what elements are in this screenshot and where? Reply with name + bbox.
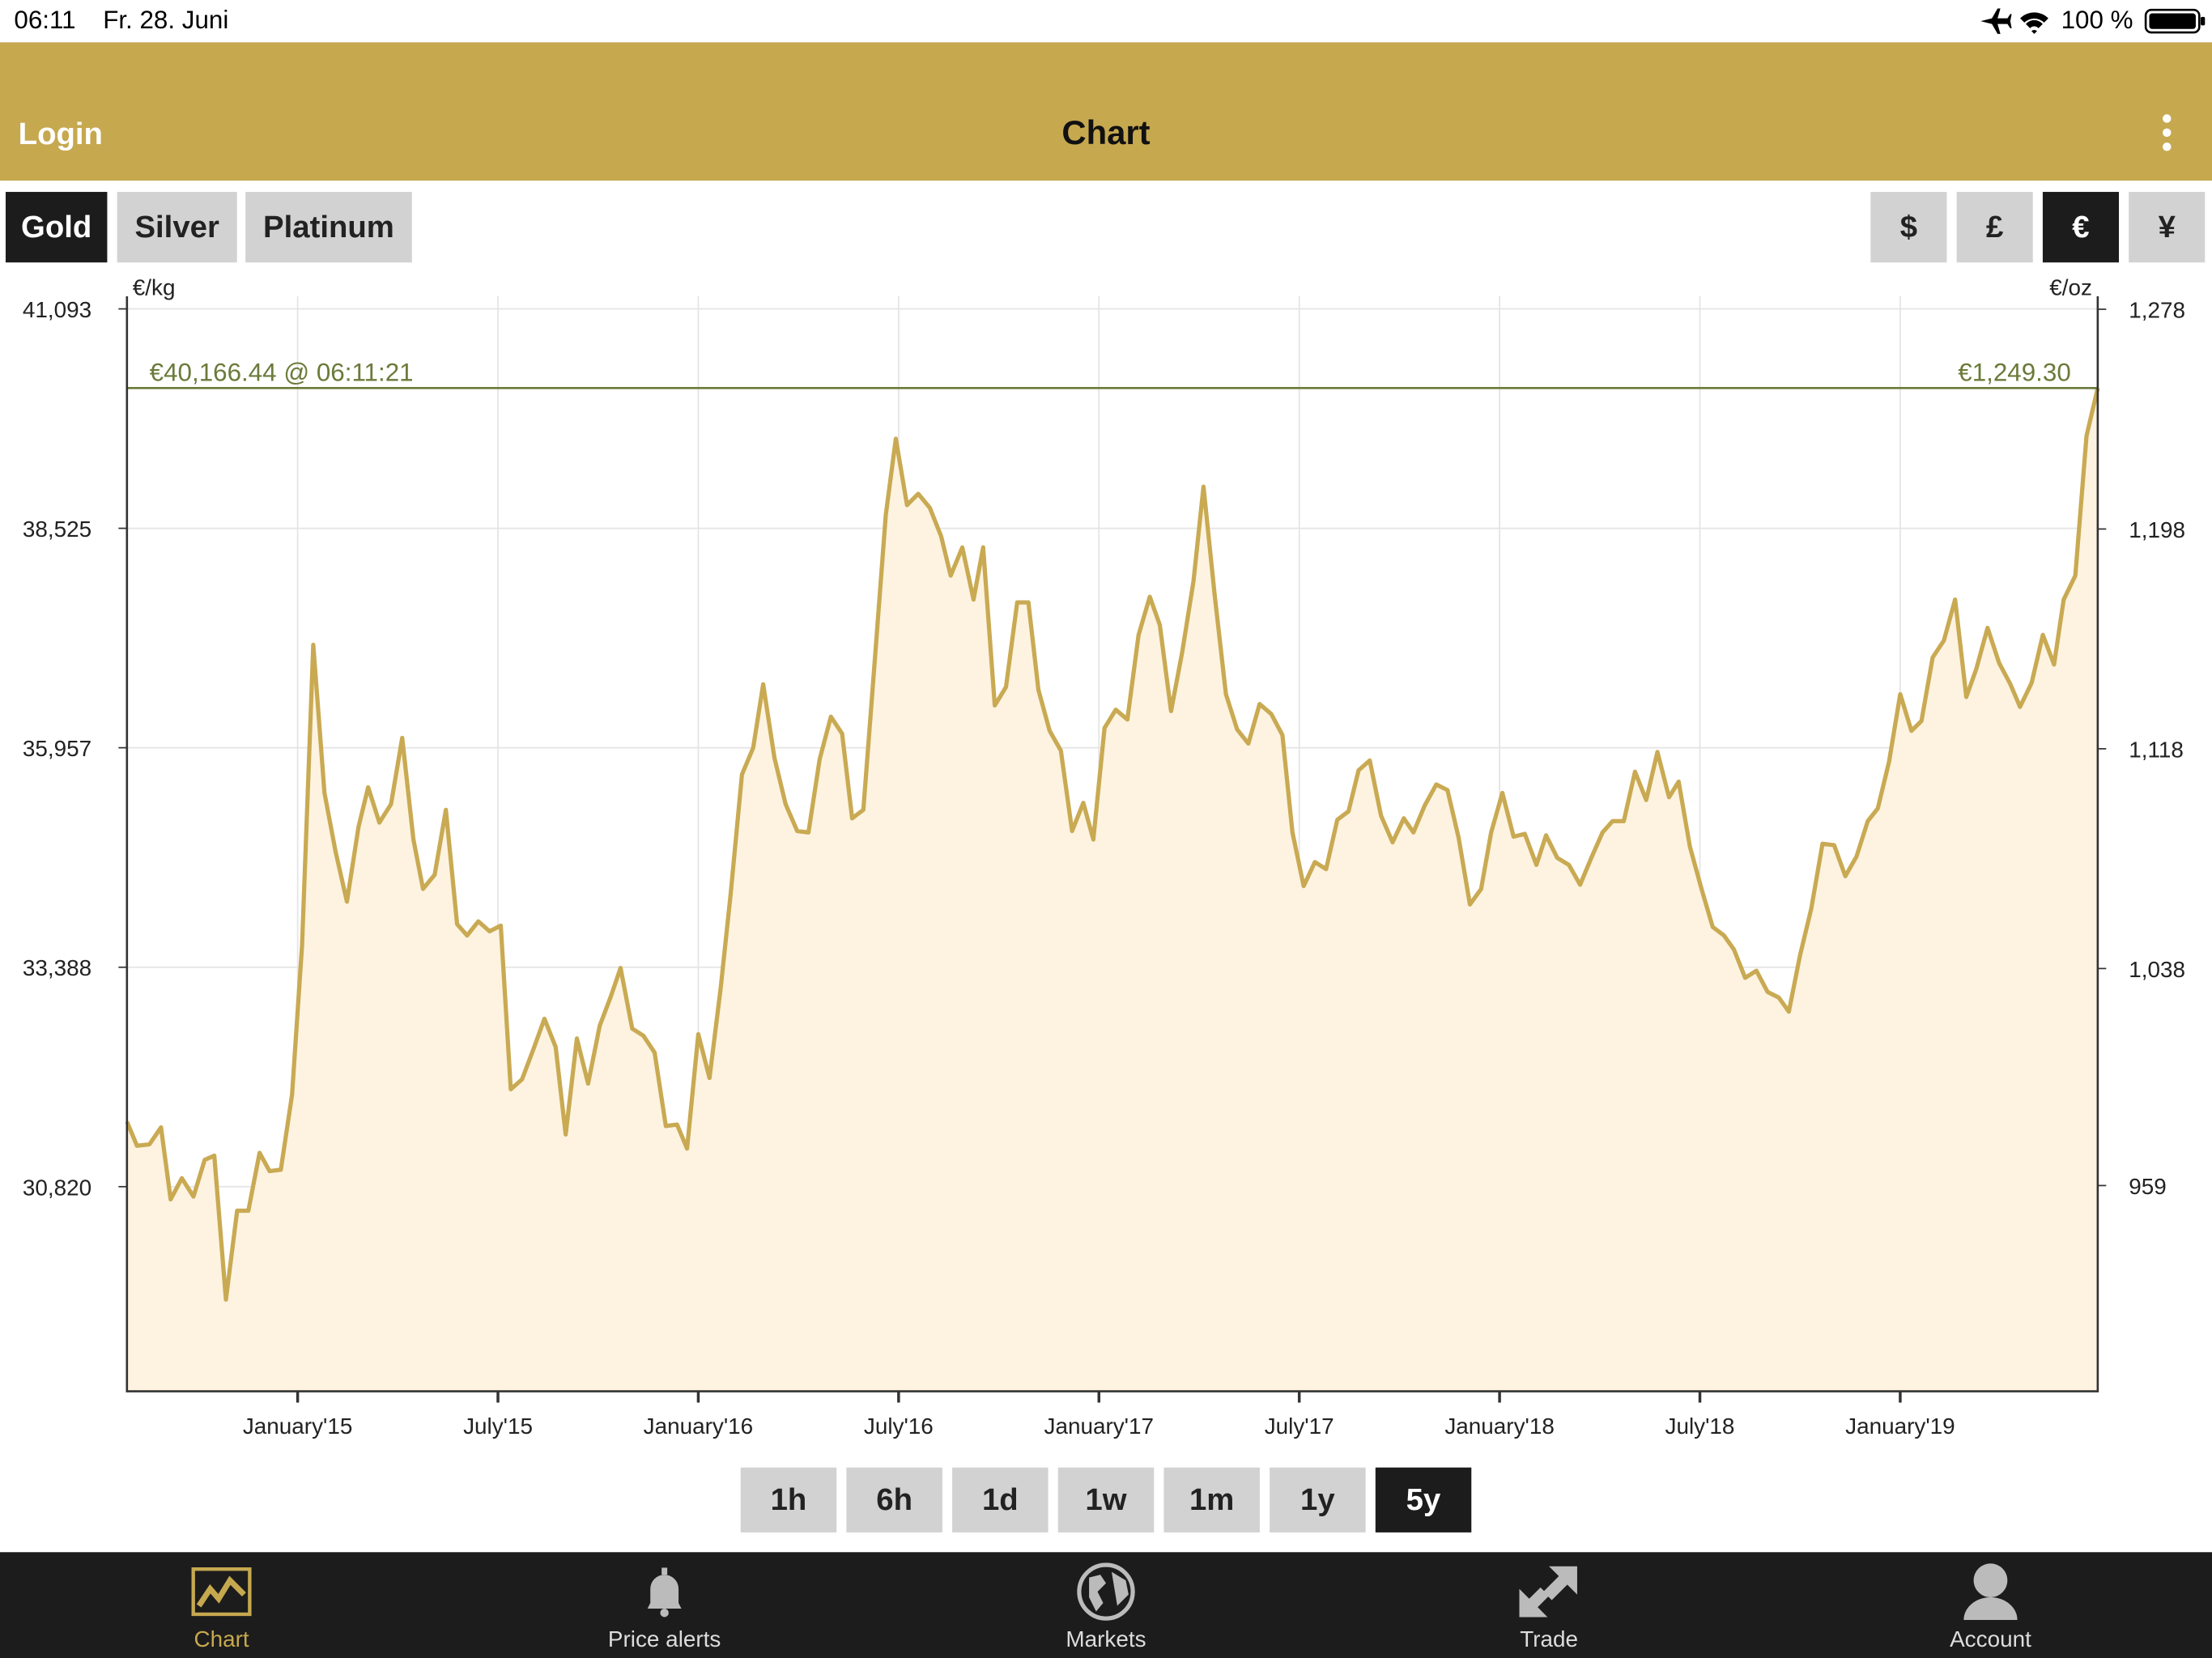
- range-button[interactable]: 5y: [1375, 1467, 1472, 1533]
- current-price-label-oz: €1,249.30: [1958, 359, 2070, 387]
- price-line: [125, 387, 2100, 1302]
- currency-tab[interactable]: ¥: [2129, 192, 2206, 263]
- range-button[interactable]: 1d: [952, 1467, 1049, 1533]
- header-title: Chart: [1061, 114, 1151, 153]
- battery-percent: 100 %: [2061, 5, 2133, 34]
- bell-icon: [647, 1567, 682, 1618]
- y-tick-label: 30,820: [23, 1175, 91, 1200]
- y-tick-label: 35,957: [23, 736, 91, 761]
- account-icon: [1963, 1563, 2018, 1620]
- currency-tab[interactable]: $: [1870, 192, 1947, 263]
- y2-axis-unit: €/oz: [2049, 274, 2092, 300]
- globe-icon: [1077, 1562, 1135, 1621]
- status-date: Fr. 28. Juni: [103, 5, 229, 34]
- x-tick-label: July'18: [1665, 1414, 1735, 1439]
- range-button[interactable]: 1h: [740, 1467, 837, 1533]
- range-button[interactable]: 1w: [1057, 1467, 1155, 1533]
- status-time: 06:11: [14, 5, 76, 34]
- y-tick-label: 41,093: [23, 297, 91, 322]
- y2-tick-label: 959: [2129, 1174, 2167, 1199]
- x-tick-label: January'17: [1044, 1414, 1154, 1439]
- metal-tab[interactable]: Platinum: [245, 192, 412, 263]
- more-menu[interactable]: [2155, 113, 2178, 155]
- y-tick-label: 38,525: [23, 517, 91, 542]
- y-tick-label: 33,388: [23, 955, 91, 980]
- y2-tick-label: 1,278: [2129, 297, 2185, 322]
- current-price-label: €40,166.44 @ 06:11:21: [150, 359, 414, 387]
- tab-label[interactable]: Markets: [1066, 1628, 1146, 1653]
- tab-label[interactable]: Account: [1950, 1628, 2031, 1653]
- y2-tick-label: 1,198: [2129, 517, 2185, 542]
- y2-tick-label: 1,038: [2129, 957, 2185, 982]
- y-axis-unit: €/kg: [133, 274, 176, 300]
- chart-icon: [191, 1567, 252, 1617]
- chart: 41,093 38,525 35,957 33,388 30,820 1,278 1,198…: [23, 274, 2185, 1439]
- status-bar: 06:11 Fr. 28. Juni 100 %: [0, 0, 2212, 43]
- axis-frame: [125, 296, 2099, 1392]
- tab-bar: [0, 1552, 2212, 1658]
- x-tick-label: January'15: [243, 1414, 352, 1439]
- tab-label[interactable]: Trade: [1520, 1628, 1578, 1653]
- range-button[interactable]: 6h: [846, 1467, 942, 1533]
- status-icons: [1980, 8, 2048, 34]
- tab-label[interactable]: Chart: [194, 1628, 249, 1653]
- currency-tab[interactable]: €: [2042, 192, 2120, 263]
- trade-icon: [1519, 1566, 1577, 1618]
- y2-tick-label: 1,118: [2129, 737, 2184, 762]
- battery-icon: [2144, 8, 2206, 34]
- tab-label[interactable]: Price alerts: [607, 1628, 721, 1653]
- range-button[interactable]: 1y: [1270, 1467, 1366, 1533]
- tab-icons: [191, 1562, 2018, 1621]
- x-tick-label: January'19: [1845, 1414, 1955, 1439]
- x-tick-label: July'17: [1265, 1414, 1334, 1439]
- x-tick-label: July'16: [864, 1414, 934, 1439]
- x-tick-label: July'15: [463, 1414, 533, 1439]
- area-fill: [126, 388, 2098, 1392]
- login-button[interactable]: Login: [18, 115, 103, 151]
- range-button[interactable]: 1m: [1163, 1467, 1260, 1533]
- metal-tab[interactable]: Gold: [5, 192, 108, 263]
- x-tick-label: January'16: [644, 1414, 753, 1439]
- metal-tab[interactable]: Silver: [117, 192, 237, 263]
- currency-tab[interactable]: £: [1956, 192, 2033, 263]
- nav-header: Login Chart: [0, 42, 2212, 181]
- x-tick-label: January'18: [1444, 1414, 1554, 1439]
